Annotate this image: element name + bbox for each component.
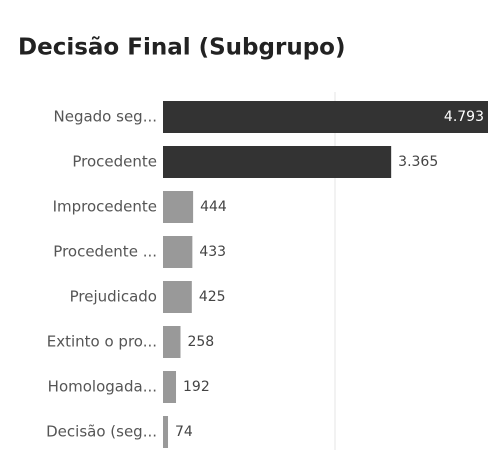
value-label: 192: [183, 379, 210, 395]
chart-title: Decisão Final (Subgrupo): [18, 35, 345, 61]
bar: [163, 416, 169, 448]
category-label: Procedente ...: [53, 243, 157, 261]
category-label: Prejudicado: [70, 288, 157, 306]
category-label: Improcedente: [53, 198, 157, 216]
value-label: 444: [200, 199, 227, 215]
bar: [163, 371, 177, 403]
value-label: 258: [187, 334, 214, 350]
category-label: Decisão (seg...: [46, 423, 157, 441]
bar: [163, 101, 488, 133]
bar: [163, 281, 192, 313]
bar: [163, 236, 193, 268]
value-label: 425: [199, 289, 226, 305]
category-label: Homologada...: [48, 378, 157, 396]
value-label: 3.365: [398, 154, 438, 170]
value-label: 433: [199, 244, 226, 260]
bar: [163, 326, 181, 358]
value-label: 4.793: [444, 109, 484, 125]
category-label: Negado seg...: [54, 108, 158, 126]
category-label: Procedente: [72, 153, 157, 171]
category-label: Extinto o pro...: [47, 333, 157, 351]
bar: [163, 146, 392, 178]
bar: [163, 191, 194, 223]
value-label: 74: [175, 424, 193, 440]
